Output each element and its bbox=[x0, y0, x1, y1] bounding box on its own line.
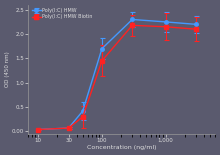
Y-axis label: OD (450 nm): OD (450 nm) bbox=[5, 51, 10, 87]
Legend: Poly(I:C) HMW, Poly(I:C) HMW Biotin: Poly(I:C) HMW, Poly(I:C) HMW Biotin bbox=[31, 7, 94, 20]
X-axis label: Concentration (ng/ml): Concentration (ng/ml) bbox=[87, 145, 156, 150]
